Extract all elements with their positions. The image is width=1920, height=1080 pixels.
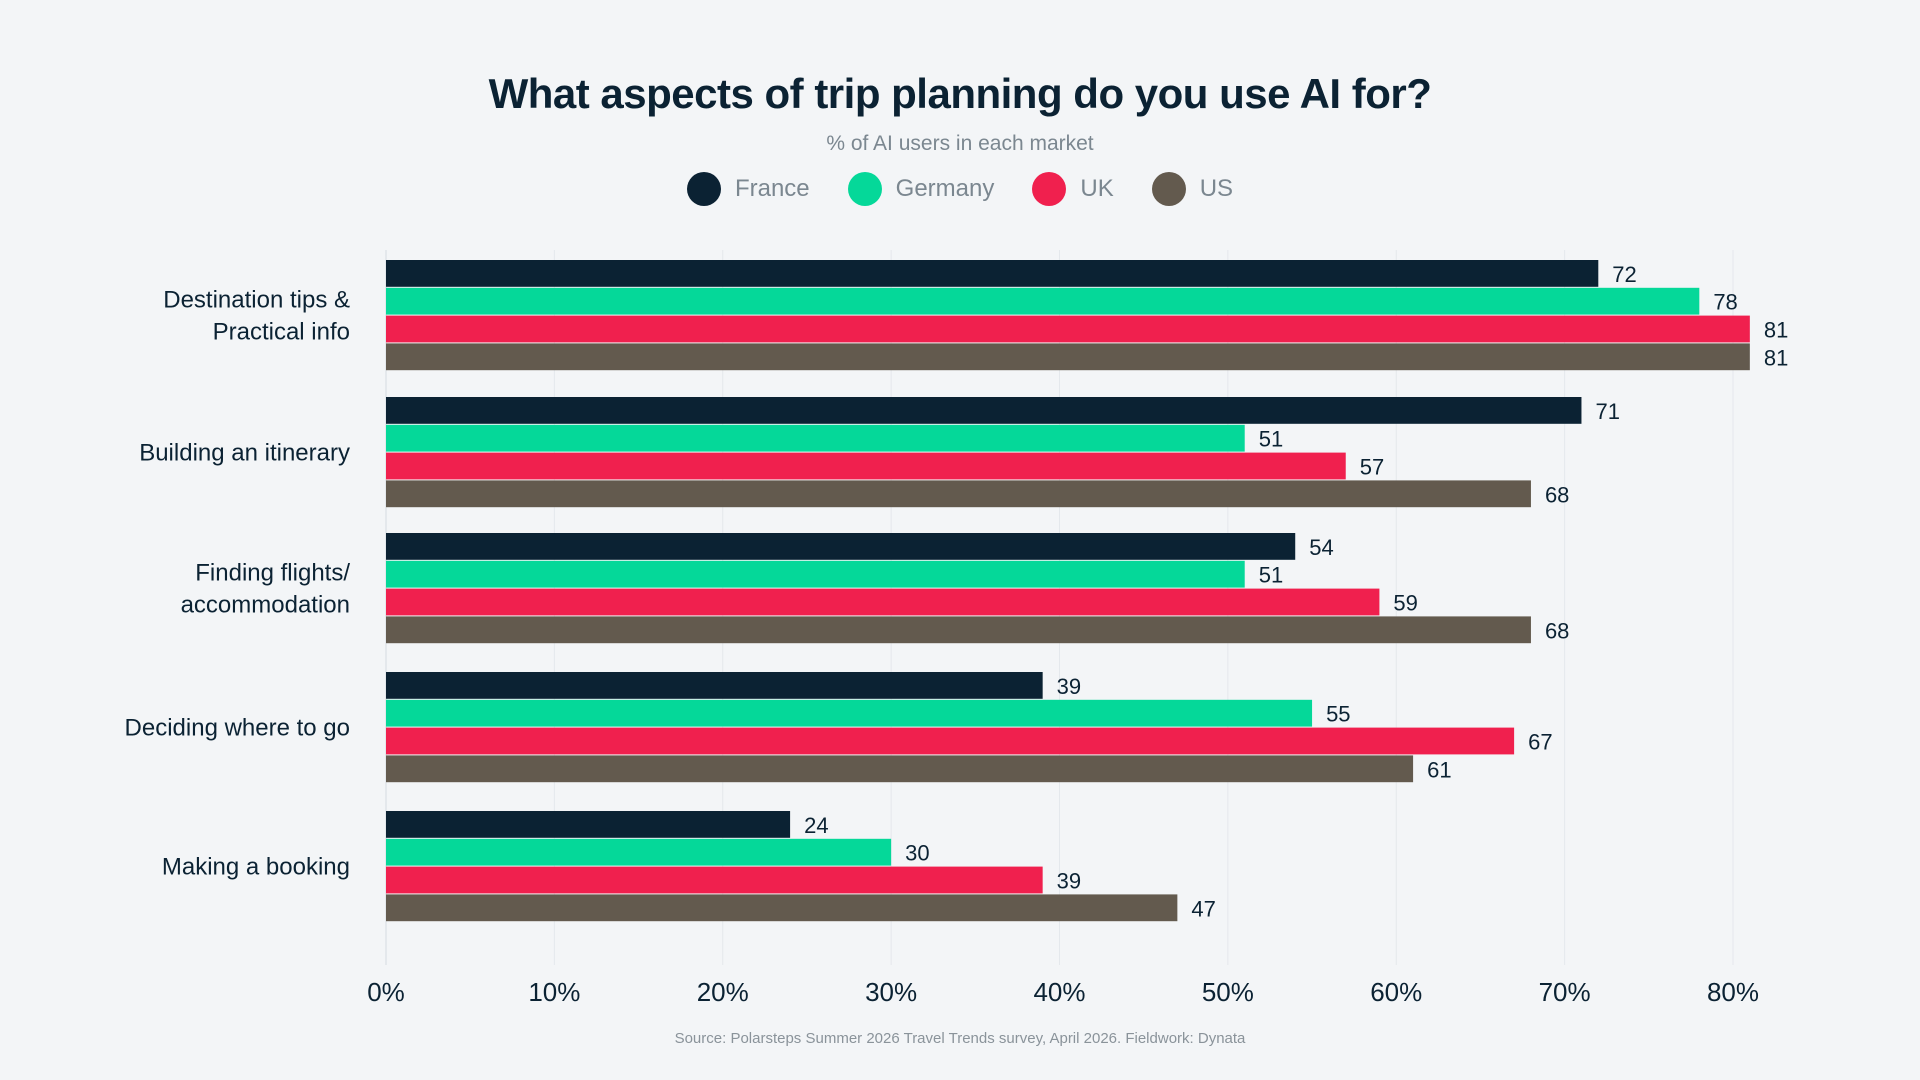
chart-subtitle: % of AI users in each market [826, 132, 1094, 155]
legend-swatch-uk [1032, 172, 1067, 206]
data-label: 55 [1326, 702, 1350, 727]
legend-label-germany: Germany [895, 175, 995, 202]
legend-item-germany: Germany [847, 172, 995, 206]
bar-germany-1 [386, 424, 1245, 452]
x-tick-label: 0% [367, 977, 405, 1007]
data-label: 51 [1259, 563, 1283, 588]
data-label: 51 [1259, 427, 1283, 452]
data-label: 39 [1057, 674, 1081, 699]
bar-france-2 [386, 533, 1296, 560]
x-tick-label: 10% [528, 977, 580, 1007]
data-label: 54 [1309, 535, 1333, 560]
x-tick-label: 30% [865, 977, 917, 1007]
data-label: 30 [905, 841, 929, 866]
bar-germany-4 [386, 838, 892, 866]
data-label: 47 [1191, 896, 1215, 921]
bar-germany-3 [386, 699, 1313, 727]
data-label: 81 [1764, 318, 1788, 343]
category-label: Deciding where to go [125, 715, 350, 742]
source-note: Source: Polarsteps Summer 2026 Travel Tr… [674, 1030, 1246, 1047]
x-tick-label: 40% [1033, 977, 1085, 1007]
legend-item-france: France [686, 172, 810, 206]
bar-us-4 [386, 894, 1178, 922]
bar-uk-0 [386, 315, 1750, 343]
data-label: 68 [1545, 482, 1569, 507]
x-tick-label: 80% [1707, 977, 1759, 1007]
bar-germany-0 [386, 287, 1700, 315]
category-label: Making a booking [162, 854, 350, 881]
x-tick-label: 60% [1370, 977, 1422, 1007]
bar-uk-3 [386, 727, 1515, 755]
legend-swatch-france [686, 172, 721, 206]
data-label: 24 [804, 813, 828, 838]
x-tick-label: 20% [697, 977, 749, 1007]
category-label: Building an itinerary [139, 440, 350, 467]
data-label: 59 [1393, 591, 1417, 616]
chart-legend: France Germany UK US [0, 172, 1920, 206]
data-label: 71 [1595, 399, 1619, 424]
data-label: 72 [1612, 262, 1636, 287]
data-label: 39 [1057, 869, 1081, 894]
data-label: 68 [1545, 618, 1569, 643]
bar-us-1 [386, 480, 1531, 508]
legend-swatch-germany [847, 172, 882, 206]
bar-uk-4 [386, 866, 1043, 894]
x-tick-label: 70% [1539, 977, 1591, 1007]
bar-germany-2 [386, 560, 1245, 588]
legend-swatch-us [1151, 172, 1186, 206]
legend-label-us: US [1199, 175, 1234, 202]
legend-item-us: US [1151, 172, 1234, 206]
legend-item-uk: UK [1032, 172, 1114, 206]
data-label: 78 [1713, 290, 1737, 315]
bar-uk-2 [386, 588, 1380, 616]
bar-france-0 [386, 260, 1599, 287]
bar-us-2 [386, 616, 1531, 644]
category-label: accommodation [181, 592, 350, 619]
data-label: 61 [1427, 757, 1451, 782]
bar-france-3 [386, 672, 1043, 699]
bar-us-0 [386, 343, 1750, 371]
bar-france-1 [386, 397, 1582, 424]
category-label: Destination tips & [163, 287, 350, 314]
legend-label-france: France [734, 175, 810, 202]
data-label: 67 [1528, 730, 1552, 755]
legend-label-uk: UK [1080, 175, 1114, 202]
data-label: 81 [1764, 345, 1788, 370]
bar-france-4 [386, 811, 791, 838]
bar-uk-1 [386, 452, 1346, 480]
data-label: 57 [1360, 455, 1384, 480]
bar-us-3 [386, 755, 1414, 783]
category-label: Practical info [213, 319, 350, 346]
chart-title: What aspects of trip planning do you use… [488, 70, 1432, 117]
category-label: Finding flights/ [195, 560, 350, 587]
x-tick-label: 50% [1202, 977, 1254, 1007]
